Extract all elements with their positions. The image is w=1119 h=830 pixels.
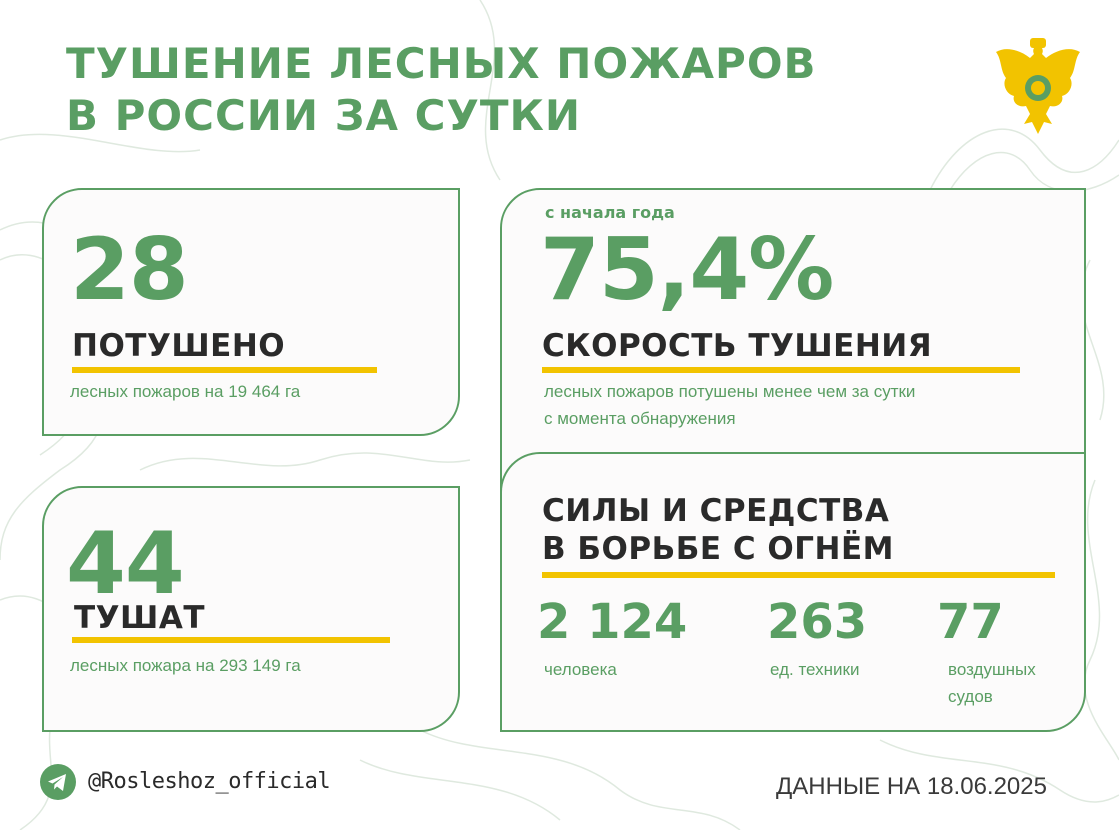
aircraft-label-line-1: воздушных	[948, 660, 1036, 679]
equipment-count: 263	[767, 594, 868, 650]
active-count: 44	[66, 514, 185, 614]
speed-caption: с начала года	[545, 203, 675, 222]
speed-underline	[542, 367, 1020, 373]
aircraft-label-line-2: судов	[948, 687, 993, 706]
speed-description-line-1: лесных пожаров потушены менее чем за сут…	[544, 382, 916, 401]
speed-description: лесных пожаров потушены менее чем за сут…	[544, 378, 915, 432]
title-line-2: В РОССИИ ЗА СУТКИ	[66, 91, 581, 140]
extinguished-card	[42, 188, 460, 436]
title-line-1: ТУШЕНИЕ ЛЕСНЫХ ПОЖАРОВ	[66, 39, 817, 88]
forces-section-divider	[500, 452, 1086, 492]
extinguished-label: ПОТУШЕНО	[72, 328, 286, 364]
page-title: ТУШЕНИЕ ЛЕСНЫХ ПОЖАРОВ В РОССИИ ЗА СУТКИ	[66, 38, 817, 142]
forces-heading-line-1: СИЛЫ И СРЕДСТВА	[542, 493, 890, 529]
double-headed-eagle-icon	[996, 38, 1080, 134]
extinguished-count: 28	[70, 220, 189, 320]
speed-label: СКОРОСТЬ ТУШЕНИЯ	[542, 328, 933, 364]
aircraft-count: 77	[937, 594, 1004, 650]
telegram-icon[interactable]	[40, 764, 76, 800]
equipment-label: ед. техники	[770, 660, 860, 679]
speed-and-forces-card	[500, 188, 1086, 732]
extinguished-underline	[72, 367, 377, 373]
active-underline	[72, 637, 390, 643]
aircraft-label: воздушных судов	[948, 656, 1068, 710]
speed-percentage: 75,4%	[540, 220, 834, 320]
people-count: 2 124	[537, 594, 688, 650]
active-fires-card	[42, 486, 460, 732]
active-description: лесных пожара на 293 149 га	[70, 656, 301, 675]
active-label: ТУШАТ	[74, 600, 205, 636]
forces-underline	[542, 572, 1055, 578]
data-date: ДАННЫЕ НА 18.06.2025	[776, 773, 1047, 800]
extinguished-description: лесных пожаров на 19 464 га	[70, 382, 301, 401]
telegram-handle-link[interactable]: @Rosleshoz_official	[88, 769, 331, 794]
people-label: человека	[544, 660, 617, 679]
forces-heading: СИЛЫ И СРЕДСТВА В БОРЬБЕ С ОГНЁМ	[542, 492, 894, 568]
forces-heading-line-2: В БОРЬБЕ С ОГНЁМ	[542, 531, 894, 567]
speed-description-line-2: с момента обнаружения	[544, 409, 736, 428]
